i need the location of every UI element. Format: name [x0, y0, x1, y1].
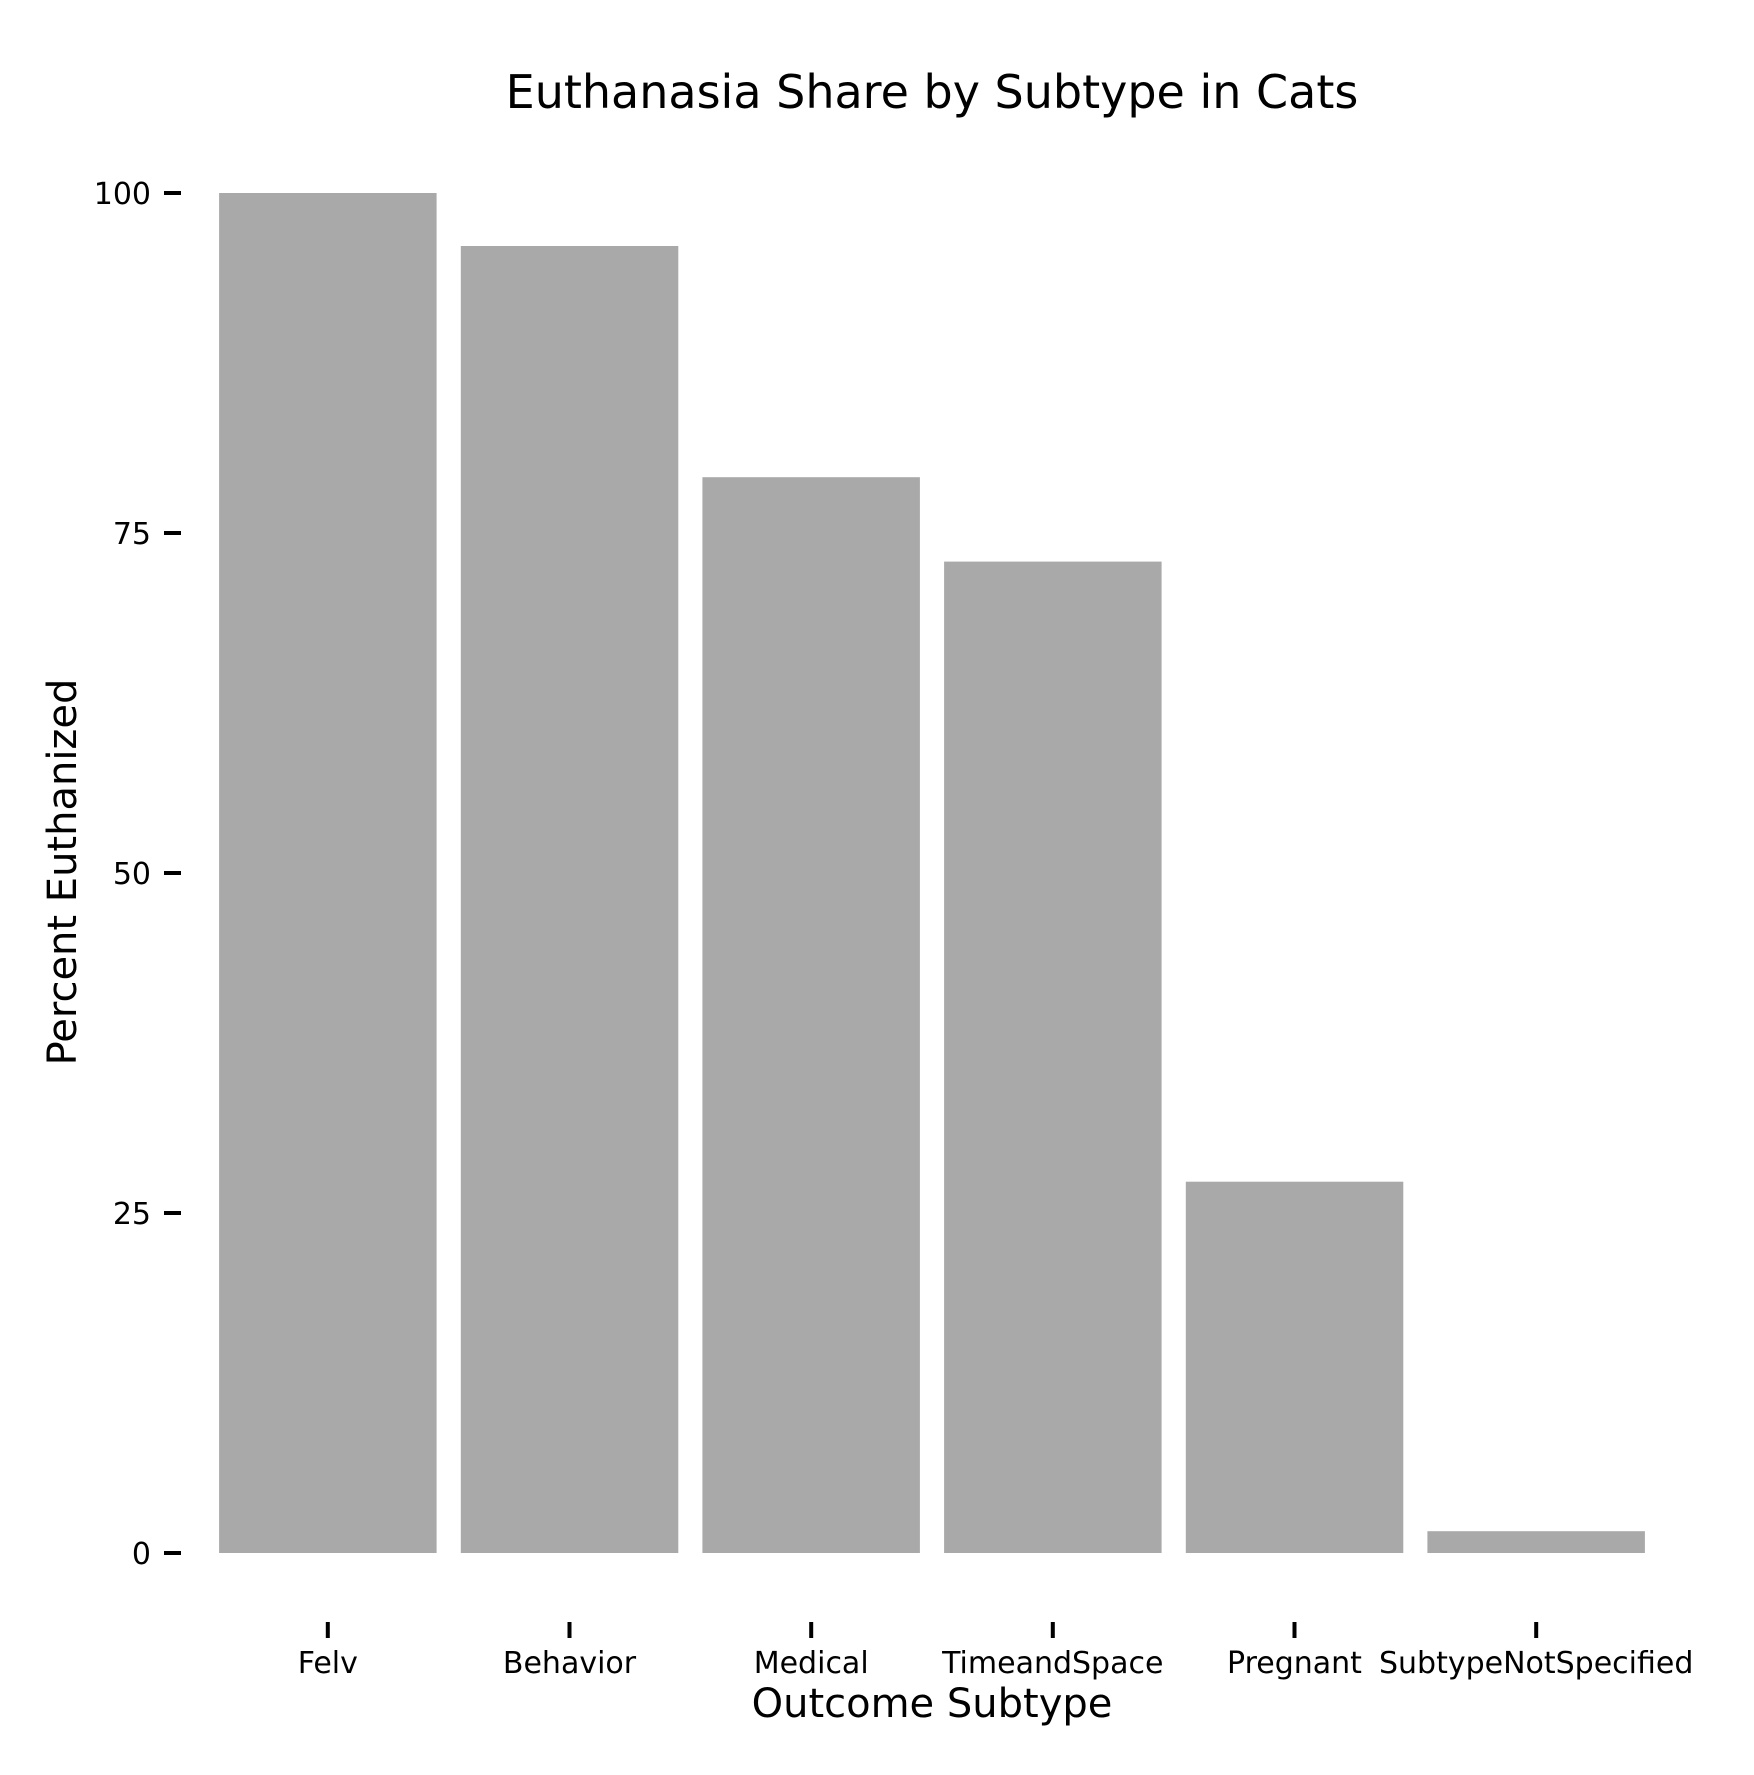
y-tick-label: 50 — [113, 857, 151, 892]
bar-behavior — [460, 246, 679, 1553]
bar-pregnant — [1185, 1181, 1404, 1553]
y-tick-label: 0 — [132, 1537, 151, 1572]
x-tick-label: Behavior — [503, 1646, 637, 1681]
y-tick-label: 100 — [94, 177, 151, 212]
x-tick-label: Pregnant — [1227, 1646, 1362, 1681]
bar-subtypenotspecified — [1427, 1531, 1645, 1553]
chart-title: Euthanasia Share by Subtype in Cats — [506, 65, 1359, 119]
bar-medical — [702, 477, 920, 1554]
bar-felv — [219, 193, 437, 1553]
bar-timeandspace — [944, 561, 1162, 1553]
y-axis-ticks: 0 25 50 75 100 — [94, 177, 181, 1572]
x-axis-ticks: Felv Behavior Medical TimeandSpace Pregnant S… — [298, 1622, 1693, 1681]
x-tick-label: TimeandSpace — [941, 1646, 1163, 1681]
x-tick-label: Medical — [754, 1646, 869, 1681]
x-axis-label: Outcome Subtype — [752, 1681, 1113, 1727]
bars-group — [219, 193, 1645, 1554]
x-tick-label: Felv — [298, 1646, 358, 1681]
y-axis-label: Percent Euthanized — [40, 679, 86, 1066]
y-tick-label: 75 — [113, 517, 151, 552]
y-tick-label: 25 — [113, 1197, 151, 1232]
x-tick-label: SubtypeNotSpecified — [1379, 1646, 1693, 1681]
